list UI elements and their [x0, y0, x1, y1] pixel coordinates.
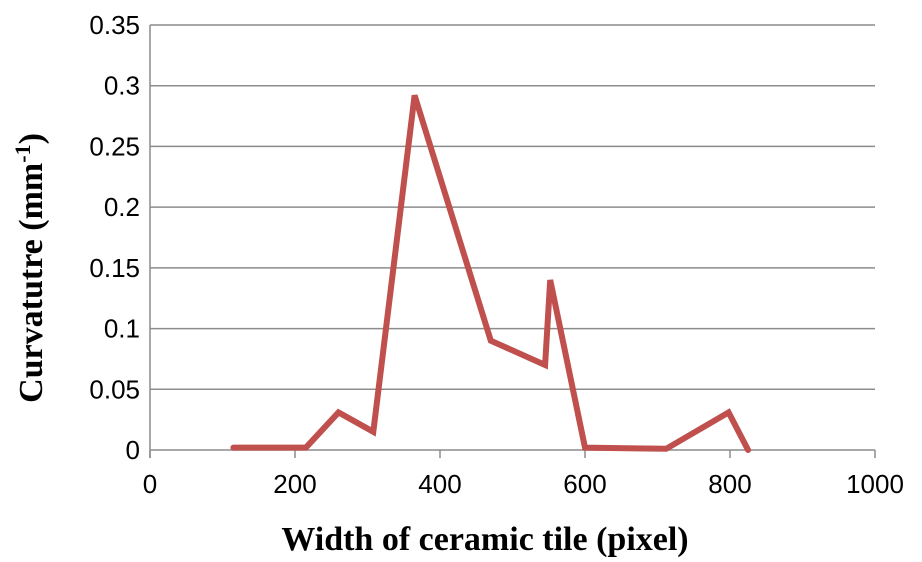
y-tick-label: 0.1	[104, 314, 140, 344]
y-axis-title-close: )	[13, 133, 50, 144]
y-tick-label: 0	[126, 435, 140, 465]
y-tick-label: 0.15	[89, 253, 140, 283]
x-tick-label: 0	[143, 469, 157, 499]
y-axis-title-superscript: -1	[10, 144, 35, 162]
y-tick-labels: 0 0.05 0.1 0.15 0.2 0.25 0.3 0.35	[89, 10, 140, 465]
y-tick-label: 0.2	[104, 192, 140, 222]
series-line	[230, 94, 752, 453]
axes	[149, 25, 876, 458]
x-tick-label: 1000	[846, 469, 904, 499]
x-axis-title: Width of ceramic tile (pixel)	[281, 521, 688, 558]
x-tick-label: 200	[273, 469, 316, 499]
y-tick-label: 0.25	[89, 131, 140, 161]
x-tick-label: 600	[563, 469, 606, 499]
y-tick-label: 0.05	[89, 374, 140, 404]
x-tick-label: 400	[418, 469, 461, 499]
y-axis-title: Curvatutre (mm-1)	[10, 133, 50, 403]
y-tick-label: 0.3	[104, 71, 140, 101]
x-tick-label: 800	[708, 469, 751, 499]
gridlines	[150, 24, 875, 391]
y-axis-title-base: Curvatutre (mm	[13, 163, 50, 403]
x-tick-labels: 0 200 400 600 800 1000	[143, 469, 904, 499]
y-tick-label: 0.35	[89, 10, 140, 40]
series-lines	[230, 94, 752, 453]
